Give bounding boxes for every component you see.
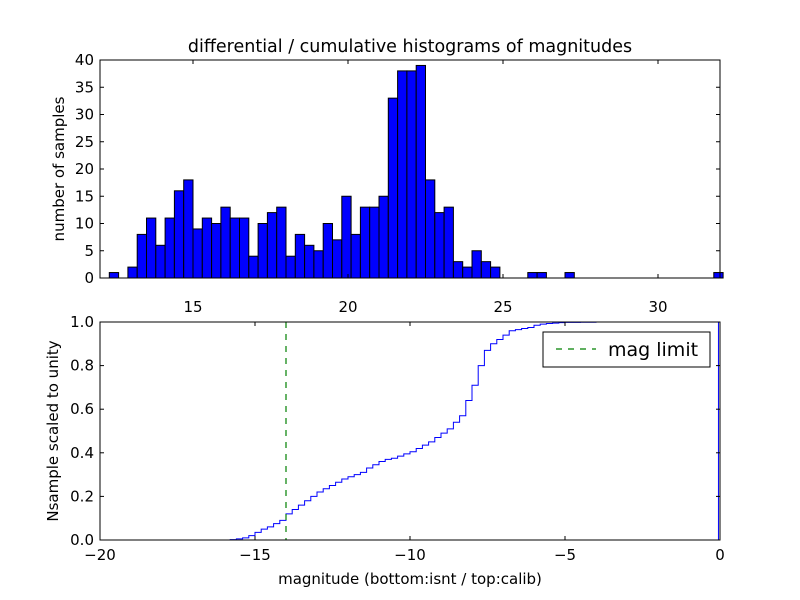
top-y-axis-label: number of samples <box>50 96 68 241</box>
histogram-bar <box>527 272 538 279</box>
histogram-bar <box>239 217 250 279</box>
histogram-bar <box>220 206 231 279</box>
legend-label-mag-limit: mag limit <box>608 339 698 361</box>
top-axis-ticks: 15 20 25 30 0 5 10 15 20 25 30 35 40 <box>75 51 720 316</box>
histogram-bar <box>146 217 157 279</box>
histogram-bar <box>183 179 194 279</box>
histogram-bar <box>229 217 240 279</box>
cumulative-plot-area <box>100 321 719 541</box>
histogram-bar <box>173 190 185 279</box>
histogram-bar <box>304 244 315 279</box>
chart-title: differential / cumulative histograms of … <box>188 37 632 57</box>
histogram-bar <box>155 244 166 279</box>
y-tick-label: 30 <box>75 106 94 124</box>
x-tick-label: 0 <box>715 546 725 564</box>
x-tick-label: −20 <box>84 546 116 564</box>
y-tick-label: 40 <box>75 51 94 69</box>
histogram-bar <box>536 272 547 279</box>
histogram-bar <box>341 195 352 279</box>
x-tick-label: 20 <box>338 298 357 316</box>
histogram-bar <box>164 217 175 279</box>
x-tick-label: 25 <box>493 298 512 316</box>
legend: mag limit <box>542 331 711 368</box>
histogram-bar <box>415 64 427 279</box>
histogram-bar <box>480 261 492 279</box>
histogram-bar <box>127 266 138 279</box>
histogram-bar <box>397 70 408 279</box>
top-axes-frame <box>99 59 721 279</box>
y-tick-label: 5 <box>84 242 94 260</box>
histogram-bar <box>257 223 268 279</box>
histogram-bar <box>201 217 213 279</box>
x-tick-label: −10 <box>394 546 426 564</box>
histogram-bar <box>136 233 147 279</box>
histogram-bar <box>369 206 380 279</box>
histogram-bar <box>378 195 389 279</box>
histogram-bar <box>713 272 724 279</box>
histogram-bar <box>471 250 482 279</box>
cumulative-histogram: Nsample scaled to unity magnitude (botto… <box>44 313 725 588</box>
histogram-bar <box>108 272 120 279</box>
histogram-bar <box>462 266 473 279</box>
y-tick-label: 0.4 <box>70 444 94 462</box>
histogram-bar <box>211 223 222 279</box>
y-tick-label: 15 <box>75 187 94 205</box>
y-tick-label: 25 <box>75 133 94 151</box>
histogram-bar <box>434 212 445 279</box>
bottom-axes-frame <box>99 321 721 541</box>
y-tick-label: 0.8 <box>70 357 94 375</box>
histogram-bar <box>406 70 417 279</box>
histogram-bar <box>425 179 436 279</box>
bottom-axis-ticks: −20 −15 −10 −5 0 0.0 0.2 0.4 0.6 0.8 1.0 <box>70 313 725 564</box>
y-tick-label: 0 <box>84 269 94 287</box>
y-tick-label: 20 <box>75 160 94 178</box>
bottom-y-axis-label: Nsample scaled to unity <box>44 340 62 521</box>
histogram-bar <box>387 97 399 279</box>
differential-histogram: differential / cumulative histograms of … <box>50 37 724 316</box>
y-tick-label: 10 <box>75 215 94 233</box>
histogram-bar <box>350 233 361 279</box>
histogram-bar <box>192 228 203 279</box>
histogram-bar <box>322 223 334 279</box>
x-tick-label: 30 <box>648 298 667 316</box>
histogram-bar <box>276 206 287 279</box>
x-tick-label: −5 <box>554 546 576 564</box>
y-tick-label: 1.0 <box>70 313 94 331</box>
x-tick-label: −15 <box>239 546 271 564</box>
y-tick-label: 0.2 <box>70 487 94 505</box>
histogram-bar <box>332 239 343 279</box>
y-tick-label: 0.6 <box>70 400 94 418</box>
histogram-bar <box>285 255 296 279</box>
y-tick-label: 0.0 <box>70 531 94 549</box>
bottom-x-axis-label: magnitude (bottom:isnt / top:calib) <box>278 570 542 588</box>
y-tick-label: 35 <box>75 78 94 96</box>
histogram-bar <box>266 212 278 279</box>
histogram-bar <box>452 261 464 279</box>
x-tick-label: 15 <box>183 298 202 316</box>
histogram-bar <box>443 206 454 279</box>
histogram-bar <box>248 255 259 279</box>
histogram-bar <box>359 206 371 279</box>
histogram-bar <box>490 266 501 279</box>
histogram-bar <box>564 272 575 279</box>
histogram-bar <box>313 250 324 279</box>
histogram-bar <box>294 233 306 279</box>
